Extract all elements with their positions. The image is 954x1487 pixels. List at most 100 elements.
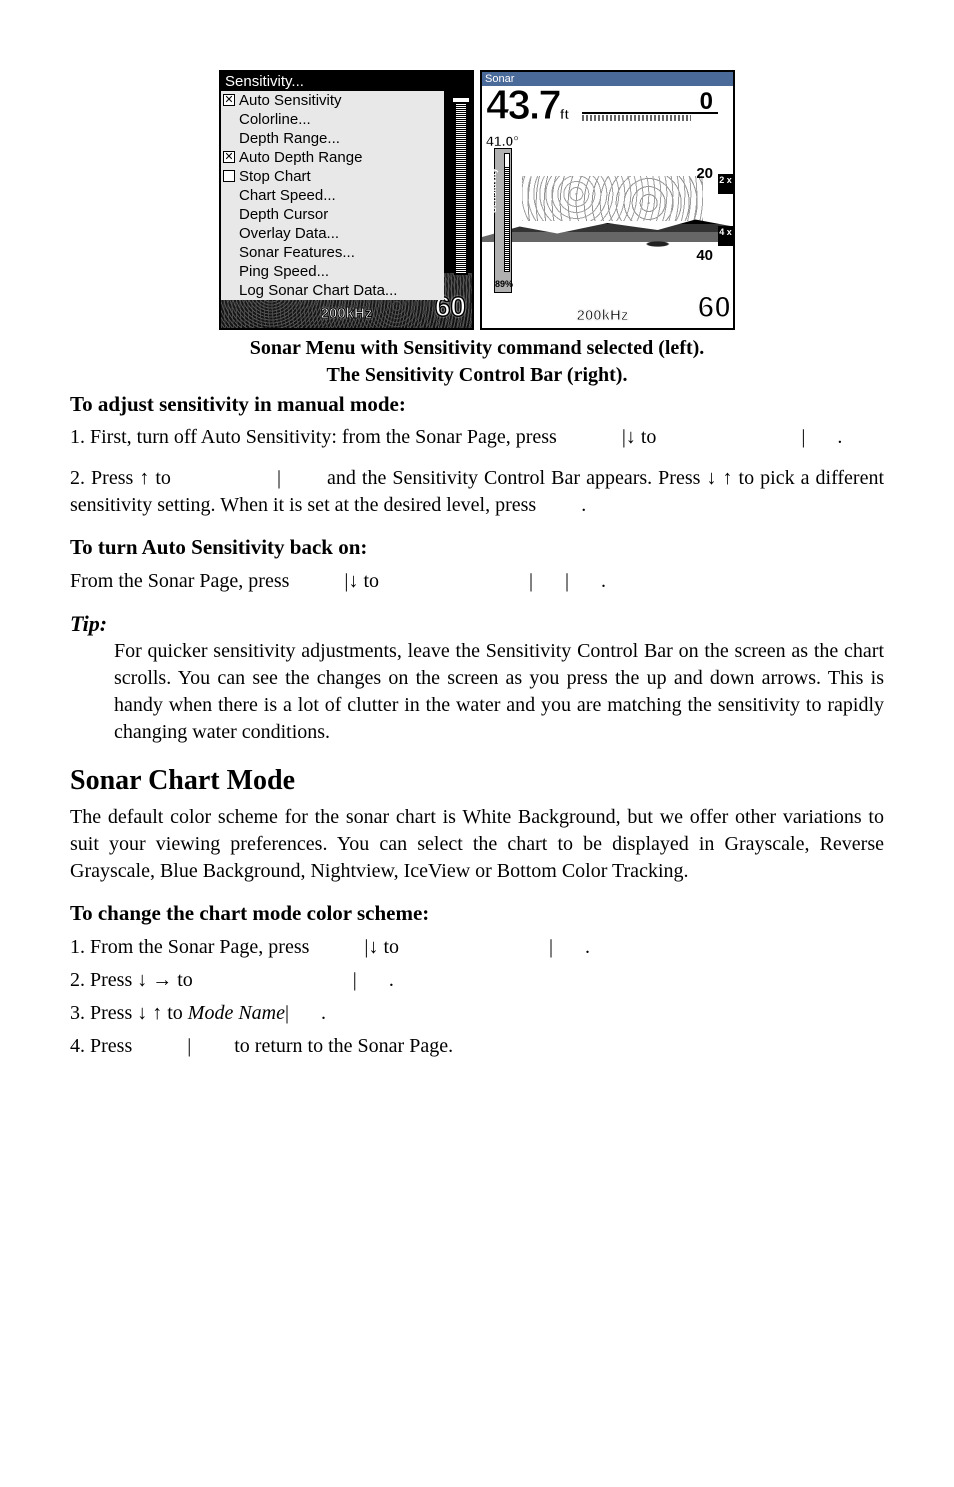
figure-row: 60 200kHz Sensitivity...✕Auto Sensitivit… — [70, 70, 884, 330]
color-step-2: 2. Press ↓ → to |. — [70, 967, 884, 994]
period: . — [601, 570, 606, 592]
mode-name-placeholder: Mode Name — [188, 1002, 285, 1024]
menu-item-label: Overlay Data... — [239, 225, 339, 242]
text: to — [149, 467, 177, 489]
menu-item[interactable]: Sonar Features... — [221, 243, 444, 262]
text: 2. Press — [70, 467, 139, 489]
figure-caption-line1: Sonar Menu with Sensitivity command sele… — [70, 336, 884, 361]
color-step-4: 4. Press | to return to the Sonar Page. — [70, 1033, 884, 1060]
auto-on-line: From the Sonar Page, press |↓ to ||. — [70, 568, 884, 595]
figure-caption-line2: The Sensitivity Control Bar (right). — [70, 363, 884, 388]
down-arrow-icon: ↓ — [348, 570, 358, 592]
text: 2. Press — [70, 969, 137, 991]
checkbox-icon: ✕ — [223, 151, 235, 163]
scale-40: 40 — [696, 246, 713, 266]
sensbar-track — [504, 153, 510, 272]
text: to — [162, 1002, 188, 1024]
sonar-clutter — [522, 176, 703, 221]
depth-readout: 43.7ft 41.0° — [486, 88, 569, 154]
heading-adjust-manual: To adjust sensitivity in manual mode: — [70, 390, 884, 418]
text: to return to the Sonar Page. — [229, 1035, 453, 1057]
tip-label: Tip: — [70, 609, 884, 639]
text: to — [378, 936, 404, 958]
period: . — [585, 936, 590, 958]
menu-item[interactable]: Depth Cursor — [221, 205, 444, 224]
sonar-menu: Sensitivity...✕Auto SensitivityColorline… — [221, 72, 444, 300]
text: 3. Press — [70, 1002, 137, 1024]
frequency-label: 200kHz — [321, 304, 373, 324]
screenshot-sonar: Sonar 43.7ft 41.0° 0 20 40 2 x 4 x Sensi… — [480, 70, 735, 330]
menu-item[interactable]: Ping Speed... — [221, 262, 444, 281]
menu-item-label: Depth Range... — [239, 130, 340, 147]
menu-item[interactable]: Depth Range... — [221, 129, 444, 148]
menu-item[interactable]: Log Sonar Chart Data... — [221, 281, 444, 300]
menu-item-label: Stop Chart — [239, 168, 311, 185]
period: . — [581, 494, 586, 516]
down-arrow-icon: ↓ — [137, 969, 147, 991]
menu-item-label: Sensitivity... — [225, 73, 304, 90]
text: 1. From the Sonar Page, press — [70, 936, 314, 958]
menu-item[interactable]: ✕Auto Sensitivity — [221, 91, 444, 110]
checkbox-icon — [223, 170, 235, 182]
sensbar-knob — [452, 97, 470, 103]
pipe: | — [529, 570, 533, 592]
text: to — [358, 570, 384, 592]
menu-item-label: Colorline... — [239, 111, 311, 128]
sonar-body: 43.7ft 41.0° 0 20 40 2 x 4 x Sensitivity… — [482, 86, 733, 328]
menu-item[interactable]: Overlay Data... — [221, 224, 444, 243]
pipe: | — [353, 969, 357, 991]
period: . — [321, 1002, 326, 1024]
zoom-2x-badge: 2 x — [718, 174, 733, 194]
step-1: 1. First, turn off Auto Sensitivity: fro… — [70, 424, 884, 451]
temp-value: 41.0° — [486, 133, 519, 149]
pipe: | — [187, 1035, 191, 1057]
down-arrow-icon: ↓ — [626, 426, 636, 448]
pipe: | — [801, 426, 805, 448]
menu-item-label: Depth Cursor — [239, 206, 328, 223]
pipe: | — [277, 467, 281, 489]
right-arrow-icon: → — [152, 969, 172, 991]
text: 1. First, turn off Auto Sensitivity: fro… — [70, 426, 562, 448]
heading-auto-back-on: To turn Auto Sensitivity back on: — [70, 533, 884, 561]
text: to — [172, 969, 198, 991]
tip-body: For quicker sensitivity adjustments, lea… — [114, 638, 884, 746]
menu-item[interactable]: Colorline... — [221, 110, 444, 129]
menu-item-label: Auto Depth Range — [239, 149, 362, 166]
sonar-surface-line — [582, 112, 718, 114]
menu-item[interactable]: ✕ Auto Depth Range — [221, 148, 444, 167]
text: 4. Press — [70, 1035, 137, 1057]
menu-item-label: Log Sonar Chart Data... — [239, 282, 397, 299]
color-step-3: 3. Press ↓ ↑ to Mode Name|. — [70, 1000, 884, 1027]
down-arrow-icon: ↓ — [368, 936, 378, 958]
sensitivity-control-bar: Sensitivity 89% — [494, 148, 512, 293]
pipe: | — [549, 936, 553, 958]
frequency-label: 200kHz — [577, 306, 629, 326]
sensbar-fill — [505, 167, 509, 271]
up-arrow-icon: ↑ — [139, 467, 149, 489]
menu-item-label: Chart Speed... — [239, 187, 336, 204]
menu-item[interactable]: Chart Speed... — [221, 186, 444, 205]
chart-mode-intro: The default color scheme for the sonar c… — [70, 804, 884, 885]
heading-change-color-scheme: To change the chart mode color scheme: — [70, 899, 884, 927]
zoom-4x-badge: 4 x — [718, 226, 733, 246]
text: From the Sonar Page, press — [70, 570, 294, 592]
period: . — [837, 426, 842, 448]
menu-item[interactable]: Sensitivity... — [221, 72, 444, 91]
step-2: 2. Press ↑ to | and the Sensitivity Cont… — [70, 465, 884, 519]
menu-item-label: Auto Sensitivity — [239, 92, 342, 109]
text: and the Sensitivity Control Bar appears.… — [321, 467, 706, 489]
pipe: | — [285, 1002, 289, 1024]
sensbar-percent: 89% — [495, 278, 511, 290]
period: . — [389, 969, 394, 991]
heading-sonar-chart-mode: Sonar Chart Mode — [70, 762, 884, 800]
menu-item-label: Sonar Features... — [239, 244, 355, 261]
depth-scale-max: 60 — [698, 288, 731, 329]
text: to — [636, 426, 662, 448]
sensbar-fill — [456, 98, 466, 273]
depth-value: 43.7 — [486, 81, 560, 128]
up-arrow-icon: ↑ — [723, 467, 733, 489]
menu-item[interactable]: Stop Chart — [221, 167, 444, 186]
scale-20: 20 — [696, 164, 713, 184]
color-step-1: 1. From the Sonar Page, press |↓ to |. — [70, 934, 884, 961]
down-arrow-icon: ↓ — [706, 467, 716, 489]
